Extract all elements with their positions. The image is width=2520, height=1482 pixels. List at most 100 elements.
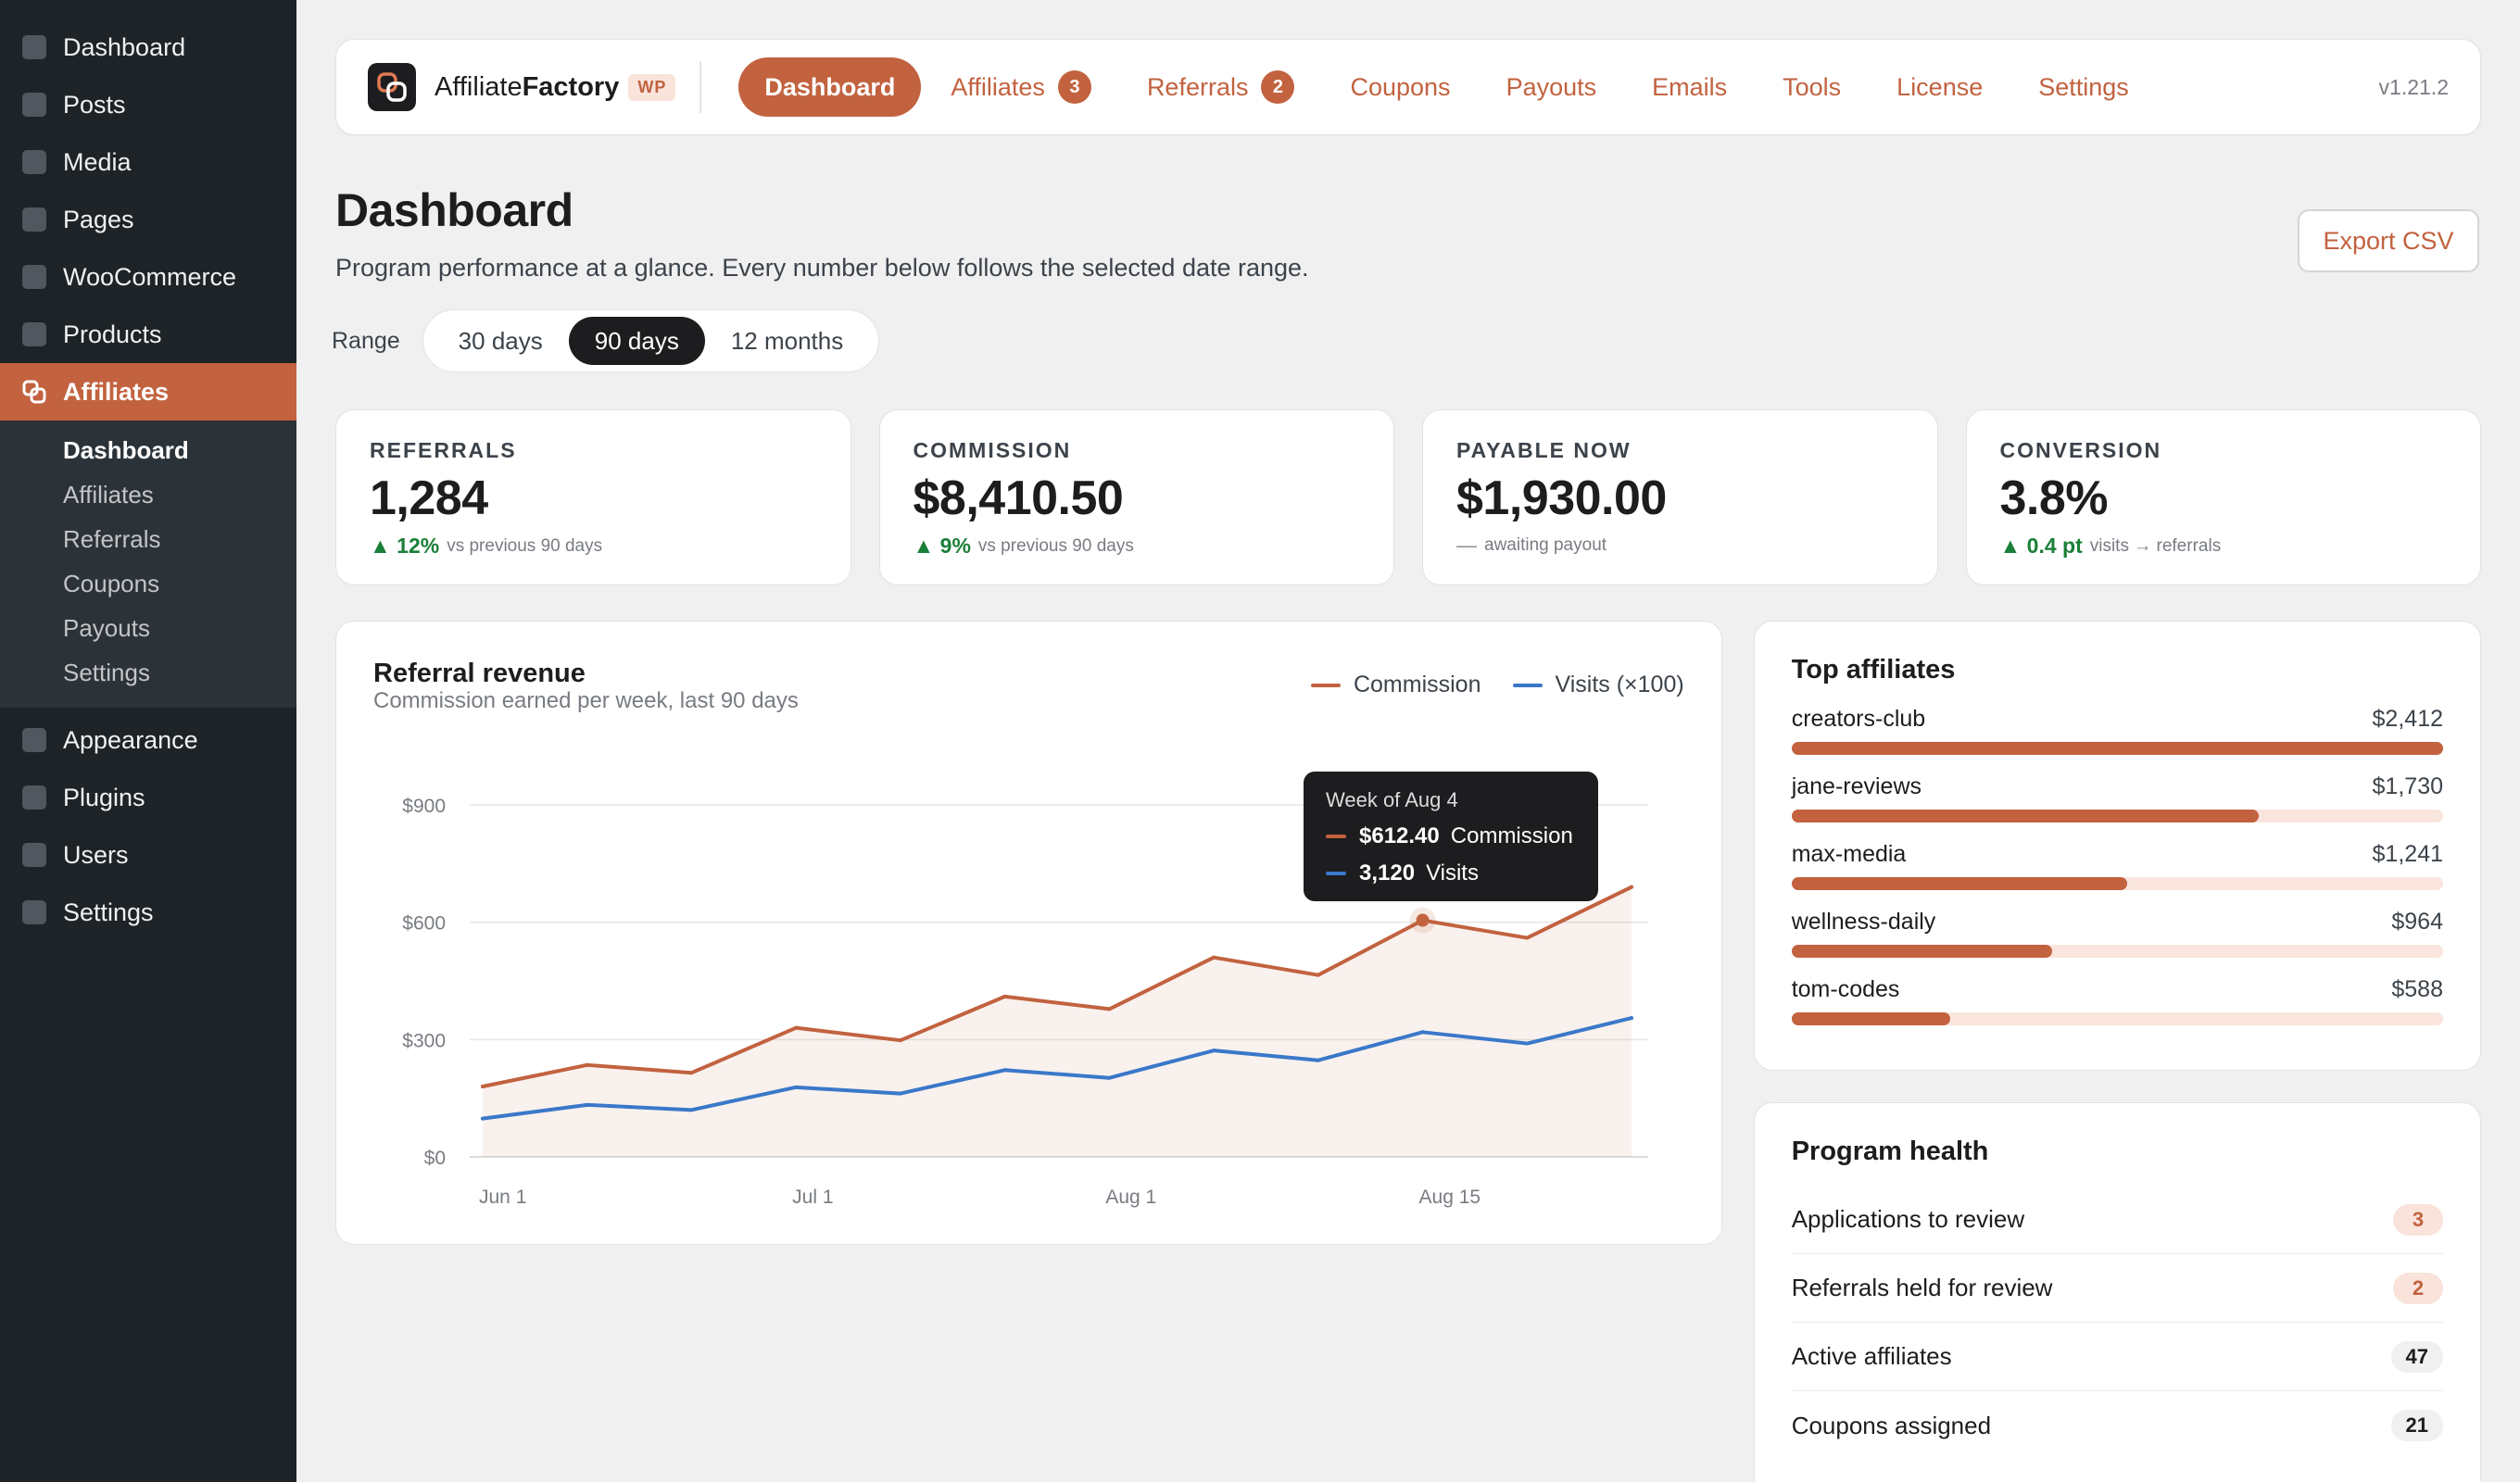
top-affiliate-row[interactable]: wellness-daily $964 bbox=[1791, 909, 2443, 958]
affiliate-amount: $964 bbox=[2391, 909, 2443, 935]
wp-menu-settings[interactable]: Settings bbox=[0, 884, 296, 941]
health-row[interactable]: Applications to review 3 bbox=[1791, 1186, 2443, 1254]
nav-tab-coupons[interactable]: Coupons bbox=[1350, 72, 1451, 101]
affiliate-name: jane-reviews bbox=[1791, 773, 1922, 799]
wp-menu-appearance[interactable]: Appearance bbox=[0, 711, 296, 769]
stat-delta: ▲ 12% bbox=[370, 534, 440, 558]
health-row[interactable]: Coupons assigned 21 bbox=[1792, 1391, 2443, 1460]
affiliate-name: wellness-daily bbox=[1791, 909, 1936, 935]
top-affiliate-row[interactable]: max-media $1,241 bbox=[1791, 841, 2443, 890]
visits-point bbox=[1420, 1030, 1425, 1035]
health-row[interactable]: Active affiliates 47 bbox=[1791, 1323, 2443, 1391]
pages-icon bbox=[22, 207, 46, 232]
commission-point bbox=[689, 1071, 694, 1075]
range-option-12-months[interactable]: 12 months bbox=[730, 326, 844, 355]
nav-tab-settings[interactable]: Settings bbox=[2038, 72, 2129, 101]
wp-menu-label: Settings bbox=[63, 898, 154, 926]
brand-name: AffiliateFactory bbox=[435, 72, 619, 103]
wp-menu-affiliates[interactable]: Affiliates bbox=[0, 363, 296, 421]
stat-label: COMMISSION bbox=[913, 438, 1072, 462]
brand-name-bold: Factory bbox=[522, 71, 620, 102]
nav-tab-referrals[interactable]: Referrals 2 bbox=[1147, 70, 1295, 104]
affiliate-amount: $1,730 bbox=[2372, 773, 2443, 799]
range-option-90-days[interactable]: 90 days bbox=[568, 317, 705, 365]
products-icon bbox=[22, 322, 46, 346]
affiliate-bar-fill bbox=[1791, 945, 2052, 958]
nav-tab-emails[interactable]: Emails bbox=[1652, 72, 1728, 101]
visits-point bbox=[1630, 1016, 1633, 1021]
wp-menu-label: Pages bbox=[63, 205, 134, 233]
visits-point bbox=[481, 1116, 485, 1121]
affiliate-amount: $588 bbox=[2391, 976, 2443, 1002]
affiliate-name: tom-codes bbox=[1791, 976, 1900, 1002]
commission-point bbox=[1212, 955, 1216, 960]
stat-footer: ▲ 9% vs previous 90 days bbox=[914, 534, 1361, 559]
wp-menu-users[interactable]: Users bbox=[0, 826, 296, 884]
brand-name-plain: Affiliate bbox=[435, 71, 523, 102]
submenu-settings[interactable]: Settings bbox=[63, 658, 150, 686]
range-option-30-days[interactable]: 30 days bbox=[458, 326, 543, 355]
page-title: Dashboard bbox=[335, 184, 573, 236]
brand-logo-icon bbox=[368, 63, 416, 111]
export-csv-button[interactable]: Export CSV bbox=[2298, 209, 2479, 272]
top-affiliates-list: creators-club $2,412 jane-reviews $1,730 max… bbox=[1791, 706, 2443, 1025]
commission-line bbox=[481, 885, 1633, 1088]
submenu-coupons[interactable]: Coupons bbox=[63, 569, 160, 597]
nav-tab-affiliates[interactable]: Affiliates 3 bbox=[951, 70, 1091, 104]
wp-menu-pages[interactable]: Pages bbox=[0, 191, 296, 248]
stat-note: visits → referrals bbox=[2089, 535, 2222, 556]
nav-tab-tools[interactable]: Tools bbox=[1783, 72, 1842, 101]
top-affiliate-row[interactable]: creators-club $2,412 bbox=[1791, 706, 2443, 755]
wp-menu-media[interactable]: Media bbox=[0, 133, 296, 191]
y-tick-label: $600 bbox=[402, 913, 446, 935]
wp-admin-sidebar: Dashboard Posts Media Pages WooCommerce … bbox=[0, 0, 296, 1482]
health-row[interactable]: Referrals held for review 2 bbox=[1791, 1254, 2443, 1323]
legend-item-visits[interactable]: Visits (×100) bbox=[1512, 672, 1684, 698]
affiliate-bar-track bbox=[1791, 810, 2443, 823]
nav-tab-dashboard[interactable]: Dashboard bbox=[738, 57, 922, 117]
submenu-dashboard[interactable]: Dashboard bbox=[63, 435, 189, 464]
brand-logo-mark bbox=[377, 72, 407, 102]
wp-menu-products[interactable]: Products bbox=[0, 306, 296, 363]
dashboard-icon bbox=[22, 35, 46, 59]
nav-tab-label: Affiliates bbox=[951, 72, 1045, 101]
legend-swatch-visits bbox=[1512, 683, 1543, 687]
wp-menu-posts[interactable]: Posts bbox=[0, 76, 296, 133]
affiliate-bar-fill bbox=[1791, 877, 2127, 890]
submenu-referrals[interactable]: Referrals bbox=[63, 524, 161, 553]
submenu-payouts[interactable]: Payouts bbox=[63, 613, 150, 642]
tooltip-commission-value: $612.40 bbox=[1359, 823, 1440, 848]
tooltip-commission-label: Commission bbox=[1450, 823, 1573, 848]
stat-label: CONVERSION bbox=[1999, 438, 2162, 462]
submenu-affiliates[interactable]: Affiliates bbox=[63, 480, 154, 509]
stat-footer: ▲ 0.4 pt visits → referrals bbox=[2000, 534, 2448, 559]
tooltip-row-commission: $612.40 Commission bbox=[1326, 823, 1576, 849]
stat-card-conversion: CONVERSION 3.8% ▲ 0.4 pt visits → referra… bbox=[1965, 409, 2481, 585]
wp-menu-label: Posts bbox=[63, 90, 126, 119]
appearance-icon bbox=[22, 728, 46, 752]
x-tick-label: Aug 15 bbox=[1419, 1187, 1481, 1208]
commission-point bbox=[794, 1025, 799, 1030]
affiliate-row-head: wellness-daily $964 bbox=[1792, 909, 2443, 936]
stat-note: vs previous 90 days bbox=[447, 535, 603, 556]
affiliate-name: max-media bbox=[1791, 841, 1907, 867]
stat-delta: — bbox=[1456, 534, 1477, 557]
plugins-icon bbox=[22, 785, 46, 810]
wp-menu-woocommerce[interactable]: WooCommerce bbox=[0, 248, 296, 306]
legend-label: Visits (×100) bbox=[1555, 672, 1684, 697]
top-affiliate-row[interactable]: tom-codes $588 bbox=[1791, 976, 2443, 1025]
wp-menu-dashboard[interactable]: Dashboard bbox=[0, 19, 296, 76]
affiliate-bar-track bbox=[1791, 1012, 2443, 1025]
woocommerce-icon bbox=[22, 265, 46, 289]
brand-divider bbox=[699, 61, 702, 113]
nav-tab-license[interactable]: License bbox=[1896, 72, 1984, 101]
top-affiliate-row[interactable]: jane-reviews $1,730 bbox=[1791, 773, 2443, 823]
affiliate-row-head: creators-club $2,412 bbox=[1792, 706, 2443, 733]
wp-menu-plugins[interactable]: Plugins bbox=[0, 769, 296, 826]
page-header: Dashboard Program performance at a glanc… bbox=[335, 183, 2481, 285]
top-affiliates-card: Top affiliates creators-club $2,412 jane-r… bbox=[1753, 621, 2481, 1071]
health-label: Applications to review bbox=[1791, 1205, 2025, 1233]
commission-point bbox=[1525, 936, 1530, 940]
legend-item-commission[interactable]: Commission bbox=[1310, 672, 1481, 698]
nav-tab-payouts[interactable]: Payouts bbox=[1506, 72, 1597, 101]
